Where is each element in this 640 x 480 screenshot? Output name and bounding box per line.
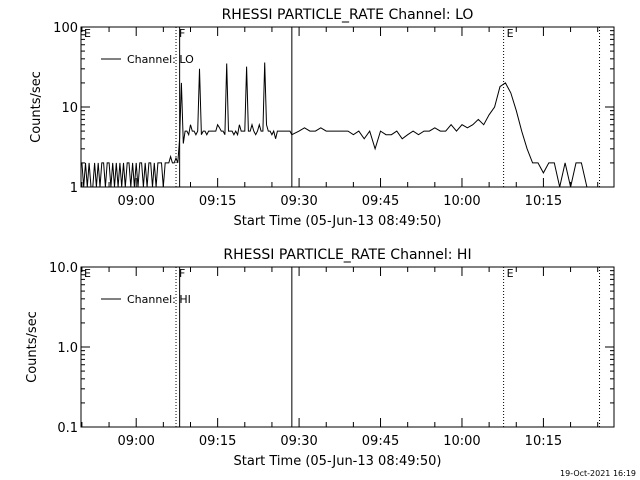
legend-label: Channel: HI [127, 293, 191, 306]
footer-timestamp: 19-Oct-2021 16:19 [560, 469, 636, 478]
x-tick-label: 09:15 [199, 434, 236, 449]
series-line [81, 62, 593, 188]
y-axis-label: Counts/sec [29, 71, 44, 143]
x-tick-label: 10:15 [525, 434, 562, 449]
event-marker-label: E [507, 267, 514, 280]
x-tick-label: 09:45 [362, 434, 399, 449]
y-axis-label: Counts/sec [25, 311, 40, 383]
event-marker-label: F [179, 267, 185, 280]
x-tick-label: 09:45 [362, 194, 399, 209]
chart-title: RHESSI PARTICLE_RATE Channel: HI [223, 247, 471, 263]
event-marker-label: F [179, 27, 185, 40]
y-tick-label: 100 [53, 21, 78, 36]
event-marker-label: E [84, 267, 91, 280]
x-tick-label: 09:15 [199, 194, 236, 209]
y-tick-label: 10 [61, 101, 78, 116]
plot-frame [80, 266, 615, 428]
chart-panel-0: RHESSI PARTICLE_RATE Channel: LO 1 10 100 Co… [29, 7, 615, 229]
chart-panel-1: RHESSI PARTICLE_RATE Channel: HI 0.1 1.0 10… [25, 247, 615, 469]
y-tick-label: 1.0 [57, 341, 78, 356]
x-tick-label: 10:00 [443, 434, 480, 449]
y-tick-label: 10.0 [49, 261, 78, 276]
x-tick-label: 09:30 [280, 434, 317, 449]
event-marker-label: E [507, 27, 514, 40]
x-tick-label: 09:00 [117, 434, 154, 449]
x-tick-label: 10:00 [443, 194, 480, 209]
y-tick-label: 0.1 [57, 421, 78, 436]
x-axis-label: Start Time (05-Jun-13 08:49:50) [234, 214, 442, 229]
y-tick-label: 1 [70, 181, 78, 196]
x-tick-label: 10:15 [525, 194, 562, 209]
x-axis-label: Start Time (05-Jun-13 08:49:50) [234, 454, 442, 469]
legend-label: Channel: LO [127, 53, 194, 66]
event-marker-label: E [84, 27, 91, 40]
x-tick-label: 09:00 [117, 194, 154, 209]
chart-title: RHESSI PARTICLE_RATE Channel: LO [222, 7, 474, 23]
x-tick-label: 09:30 [280, 194, 317, 209]
